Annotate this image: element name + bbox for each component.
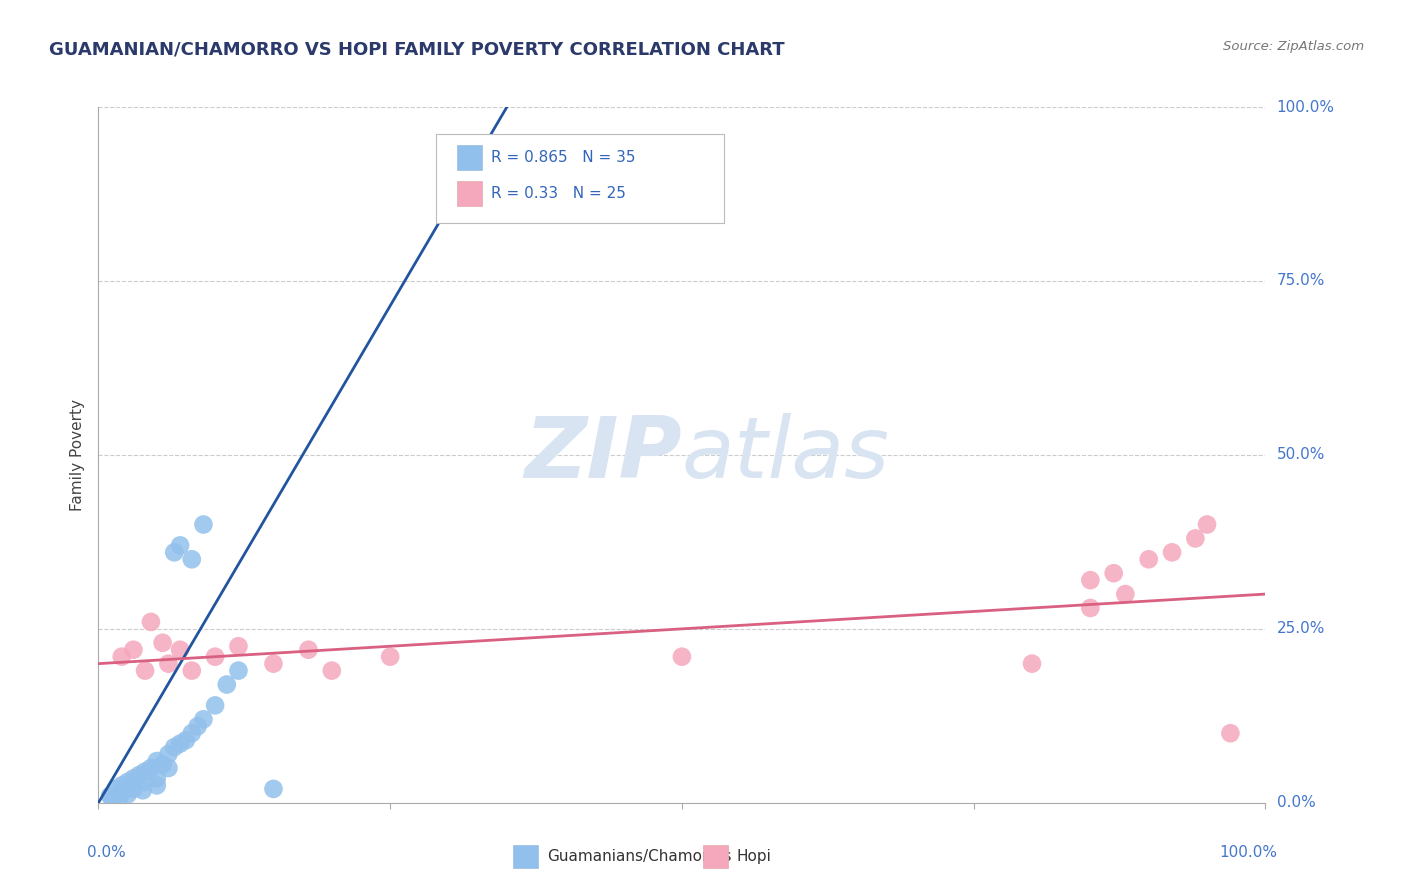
Point	[1197, 517, 1219, 532]
Point	[297, 642, 319, 657]
Text: Guamanians/Chamorros: Guamanians/Chamorros	[547, 849, 731, 863]
Point	[146, 778, 169, 793]
Point	[157, 761, 180, 775]
Text: 0.0%: 0.0%	[1277, 796, 1315, 810]
Point	[117, 788, 139, 802]
Point	[174, 733, 197, 747]
Text: 50.0%: 50.0%	[1277, 448, 1324, 462]
Point	[152, 636, 174, 650]
Text: R = 0.33   N = 25: R = 0.33 N = 25	[491, 186, 626, 201]
Point	[111, 785, 134, 799]
Point	[111, 778, 134, 793]
Point	[671, 649, 693, 664]
Point	[132, 783, 155, 797]
Point	[1184, 532, 1206, 546]
Point	[122, 781, 145, 796]
Point	[122, 772, 145, 786]
Point	[380, 649, 402, 664]
Point	[111, 649, 134, 664]
Point	[187, 719, 209, 733]
Point	[101, 792, 124, 806]
Point	[146, 754, 169, 768]
Point	[215, 677, 238, 691]
Point	[180, 664, 202, 678]
Text: 0.0%: 0.0%	[87, 845, 125, 860]
Point	[134, 775, 156, 789]
Point	[180, 552, 202, 566]
Text: 100.0%: 100.0%	[1219, 845, 1277, 860]
Text: R = 0.865   N = 35: R = 0.865 N = 35	[491, 151, 636, 165]
Y-axis label: Family Poverty: Family Poverty	[70, 399, 86, 511]
Text: GUAMANIAN/CHAMORRO VS HOPI FAMILY POVERTY CORRELATION CHART: GUAMANIAN/CHAMORRO VS HOPI FAMILY POVERT…	[49, 40, 785, 58]
Point	[139, 615, 162, 629]
Point	[1161, 545, 1184, 559]
Text: Source: ZipAtlas.com: Source: ZipAtlas.com	[1223, 40, 1364, 54]
Point	[134, 764, 156, 779]
Point	[228, 639, 250, 653]
Point	[204, 698, 226, 713]
Point	[157, 747, 180, 761]
Point	[1021, 657, 1043, 671]
Point	[169, 642, 191, 657]
Point	[262, 781, 284, 796]
Text: 25.0%: 25.0%	[1277, 622, 1324, 636]
Point	[262, 657, 284, 671]
Text: atlas: atlas	[682, 413, 890, 497]
Point	[169, 737, 191, 751]
Point	[228, 664, 250, 678]
Point	[204, 649, 226, 664]
Point	[1102, 566, 1125, 581]
Point	[163, 740, 186, 755]
Point	[1137, 552, 1160, 566]
Point	[193, 712, 215, 726]
Text: ZIP: ZIP	[524, 413, 682, 497]
Point	[321, 664, 343, 678]
Text: 75.0%: 75.0%	[1277, 274, 1324, 288]
Point	[1114, 587, 1136, 601]
Point	[122, 642, 145, 657]
Point	[139, 761, 162, 775]
Point	[134, 664, 156, 678]
Point	[157, 657, 180, 671]
Point	[169, 538, 191, 552]
Point	[108, 790, 131, 805]
Point	[152, 757, 174, 772]
Point	[163, 545, 186, 559]
Point	[193, 517, 215, 532]
Text: 100.0%: 100.0%	[1277, 100, 1334, 114]
Point	[1080, 601, 1102, 615]
Text: Hopi: Hopi	[737, 849, 772, 863]
Point	[1219, 726, 1241, 740]
Point	[104, 781, 127, 796]
Point	[180, 726, 202, 740]
Point	[98, 789, 121, 803]
Point	[117, 775, 139, 789]
Point	[146, 772, 169, 786]
Point	[1080, 573, 1102, 587]
Point	[128, 768, 150, 782]
